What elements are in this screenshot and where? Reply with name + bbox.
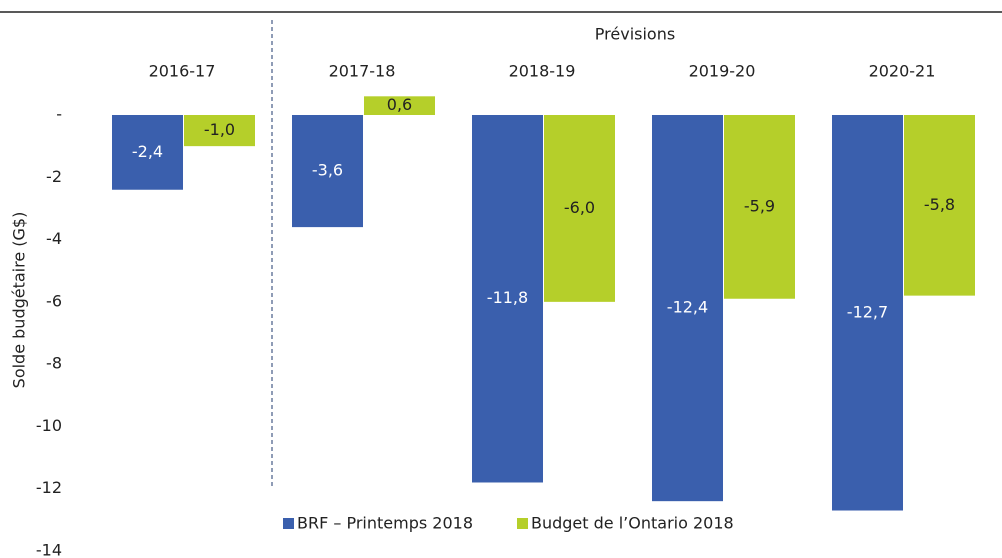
legend-swatch [517,518,528,529]
data-label: -5,9 [744,196,775,215]
y-tick-label: -4 [46,229,62,248]
bar [832,115,903,511]
bar [904,115,975,296]
data-label: -3,6 [312,161,343,180]
legend-label: BRF – Printemps 2018 [297,514,473,533]
y-tick-label: -8 [46,354,62,373]
y-tick-label: - [56,105,62,124]
x-tick-label: 2016-17 [149,62,216,81]
y-tick-label: -14 [36,541,62,558]
data-label: -2,4 [132,142,163,161]
data-label: -5,8 [924,195,955,214]
legend-label: Budget de l’Ontario 2018 [531,514,734,533]
y-tick-label: -12 [36,478,62,497]
data-label: -11,8 [487,288,528,307]
bar [472,115,543,483]
bar [724,115,795,299]
bar [184,115,255,147]
data-label: -6,0 [564,198,595,217]
data-label: 0,6 [387,95,412,114]
legend-swatch [283,518,294,529]
annotation: Prévisions [595,25,675,44]
x-tick-label: 2019-20 [689,62,756,81]
bar [292,115,363,228]
x-tick-label: 2018-19 [509,62,576,81]
y-axis-title: Solde budgétaire (G$) [10,212,29,389]
data-label: -12,4 [667,298,708,317]
y-tick-label: -6 [46,291,62,310]
data-label: -1,0 [204,120,235,139]
x-tick-label: 2017-18 [329,62,396,81]
data-label: -12,7 [847,302,888,321]
y-tick-label: -10 [36,416,62,435]
y-tick-label: -2 [46,167,62,186]
bar [652,115,723,502]
bar [364,96,435,115]
bar [544,115,615,302]
x-tick-label: 2020-21 [869,62,936,81]
bar [112,115,183,190]
